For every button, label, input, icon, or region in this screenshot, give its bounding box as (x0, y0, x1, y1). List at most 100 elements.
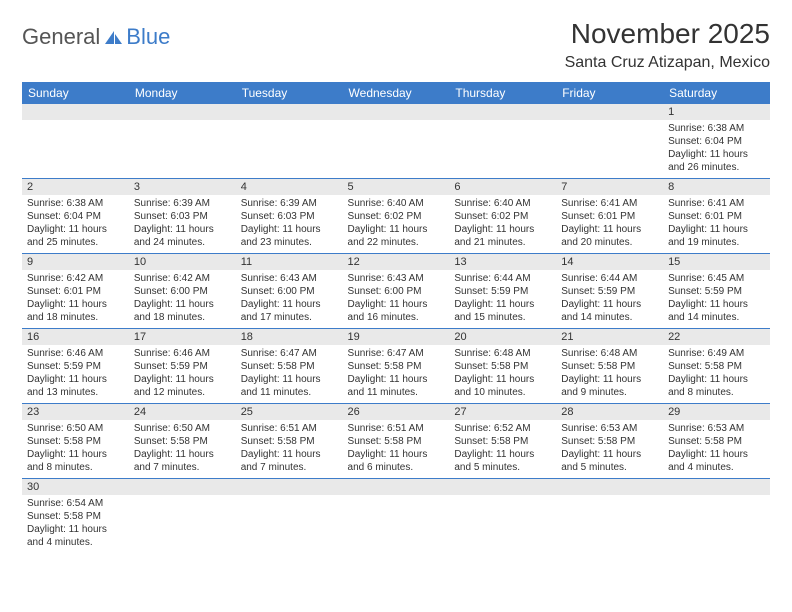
day-number (343, 479, 450, 495)
daylight-line: Daylight: 11 hours and 8 minutes. (668, 373, 765, 399)
day-number: 9 (22, 254, 129, 270)
calendar-week-row: 1Sunrise: 6:38 AMSunset: 6:04 PMDaylight… (22, 104, 770, 179)
day-number: 17 (129, 329, 236, 345)
day-details: Sunrise: 6:50 AMSunset: 5:58 PMDaylight:… (22, 420, 129, 478)
sunset-line: Sunset: 6:01 PM (27, 285, 124, 298)
sunrise-line: Sunrise: 6:51 AM (348, 422, 445, 435)
calendar-day-cell: 30 Sunrise: 6:54 AMSunset: 5:58 PMDayligh… (22, 479, 129, 554)
sunset-line: Sunset: 6:03 PM (241, 210, 338, 223)
sunrise-line: Sunrise: 6:39 AM (241, 197, 338, 210)
calendar-day-cell (449, 479, 556, 554)
day-details: Sunrise: 6:40 AMSunset: 6:02 PMDaylight:… (343, 195, 450, 253)
calendar-day-cell: 26 Sunrise: 6:51 AMSunset: 5:58 PMDayligh… (343, 404, 450, 479)
weekday-header: Saturday (663, 82, 770, 104)
calendar-day-cell: 16Sunrise: 6:46 AMSunset: 5:59 PMDayligh… (22, 329, 129, 404)
day-details: Sunrise: 6:39 AMSunset: 6:03 PMDaylight:… (236, 195, 343, 253)
weekday-header: Friday (556, 82, 663, 104)
calendar-day-cell: 4Sunrise: 6:39 AMSunset: 6:03 PMDaylight… (236, 179, 343, 254)
day-number: 22 (663, 329, 770, 345)
day-details: Sunrise: 6:43 AMSunset: 6:00 PMDaylight:… (343, 270, 450, 328)
daylight-line: Daylight: 11 hours and 12 minutes. (134, 373, 231, 399)
calendar-day-cell: 28Sunrise: 6:53 AMSunset: 5:58 PMDayligh… (556, 404, 663, 479)
sunrise-line: Sunrise: 6:39 AM (134, 197, 231, 210)
calendar-day-cell: 29Sunrise: 6:53 AMSunset: 5:58 PMDayligh… (663, 404, 770, 479)
sunset-line: Sunset: 5:58 PM (668, 360, 765, 373)
day-number: 11 (236, 254, 343, 270)
day-number (449, 479, 556, 495)
daylight-line: Daylight: 11 hours and 4 minutes. (668, 448, 765, 474)
sunset-line: Sunset: 5:59 PM (561, 285, 658, 298)
calendar-day-cell (129, 479, 236, 554)
sunrise-line: Sunrise: 6:49 AM (668, 347, 765, 360)
day-details: Sunrise: 6:41 AMSunset: 6:01 PMDaylight:… (556, 195, 663, 253)
sunrise-line: Sunrise: 6:40 AM (454, 197, 551, 210)
weekday-header: Sunday (22, 82, 129, 104)
day-details: Sunrise: 6:52 AMSunset: 5:58 PMDaylight:… (449, 420, 556, 478)
sunrise-line: Sunrise: 6:54 AM (27, 497, 124, 510)
day-number (449, 104, 556, 120)
sunset-line: Sunset: 5:58 PM (348, 435, 445, 448)
calendar-day-cell: 18Sunrise: 6:47 AMSunset: 5:58 PMDayligh… (236, 329, 343, 404)
day-details: Sunrise: 6:42 AMSunset: 6:01 PMDaylight:… (22, 270, 129, 328)
day-details: Sunrise: 6:47 AMSunset: 5:58 PMDaylight:… (343, 345, 450, 403)
day-number: 7 (556, 179, 663, 195)
daylight-line: Daylight: 11 hours and 25 minutes. (27, 223, 124, 249)
day-number: 30 (22, 479, 129, 495)
day-number (236, 479, 343, 495)
day-details: Sunrise: 6:49 AMSunset: 5:58 PMDaylight:… (663, 345, 770, 403)
calendar-day-cell: 22Sunrise: 6:49 AMSunset: 5:58 PMDayligh… (663, 329, 770, 404)
daylight-line: Daylight: 11 hours and 14 minutes. (668, 298, 765, 324)
day-number: 26 (343, 404, 450, 420)
calendar-day-cell (663, 479, 770, 554)
day-number: 5 (343, 179, 450, 195)
sunset-line: Sunset: 5:58 PM (27, 510, 124, 523)
daylight-line: Daylight: 11 hours and 4 minutes. (27, 523, 124, 549)
sunset-line: Sunset: 6:01 PM (561, 210, 658, 223)
calendar-day-cell: 6Sunrise: 6:40 AMSunset: 6:02 PMDaylight… (449, 179, 556, 254)
day-details: Sunrise: 6:45 AMSunset: 5:59 PMDaylight:… (663, 270, 770, 328)
daylight-line: Daylight: 11 hours and 23 minutes. (241, 223, 338, 249)
sunset-line: Sunset: 5:59 PM (668, 285, 765, 298)
calendar-day-cell: 17Sunrise: 6:46 AMSunset: 5:59 PMDayligh… (129, 329, 236, 404)
calendar-day-cell (22, 104, 129, 179)
sail-icon (100, 24, 125, 50)
sunset-line: Sunset: 5:58 PM (134, 435, 231, 448)
day-number (129, 479, 236, 495)
day-details: Sunrise: 6:44 AMSunset: 5:59 PMDaylight:… (449, 270, 556, 328)
month-title: November 2025 (565, 18, 770, 50)
sunset-line: Sunset: 5:58 PM (561, 435, 658, 448)
day-details: Sunrise: 6:44 AMSunset: 5:59 PMDaylight:… (556, 270, 663, 328)
sunrise-line: Sunrise: 6:44 AM (454, 272, 551, 285)
sunset-line: Sunset: 5:58 PM (668, 435, 765, 448)
calendar-day-cell: 19Sunrise: 6:47 AMSunset: 5:58 PMDayligh… (343, 329, 450, 404)
daylight-line: Daylight: 11 hours and 11 minutes. (348, 373, 445, 399)
calendar-day-cell (236, 104, 343, 179)
sunset-line: Sunset: 5:58 PM (348, 360, 445, 373)
calendar-day-cell (129, 104, 236, 179)
day-number: 6 (449, 179, 556, 195)
daylight-line: Daylight: 11 hours and 10 minutes. (454, 373, 551, 399)
daylight-line: Daylight: 11 hours and 6 minutes. (348, 448, 445, 474)
day-number (236, 104, 343, 120)
day-number (663, 479, 770, 495)
day-number: 25 (236, 404, 343, 420)
sunrise-line: Sunrise: 6:44 AM (561, 272, 658, 285)
day-details: Sunrise: 6:38 AMSunset: 6:04 PMDaylight:… (22, 195, 129, 253)
calendar-day-cell: 27Sunrise: 6:52 AMSunset: 5:58 PMDayligh… (449, 404, 556, 479)
sunset-line: Sunset: 6:04 PM (27, 210, 124, 223)
daylight-line: Daylight: 11 hours and 5 minutes. (454, 448, 551, 474)
day-details: Sunrise: 6:47 AMSunset: 5:58 PMDaylight:… (236, 345, 343, 403)
calendar-day-cell: 24Sunrise: 6:50 AMSunset: 5:58 PMDayligh… (129, 404, 236, 479)
calendar-day-cell: 13Sunrise: 6:44 AMSunset: 5:59 PMDayligh… (449, 254, 556, 329)
calendar-day-cell: 5Sunrise: 6:40 AMSunset: 6:02 PMDaylight… (343, 179, 450, 254)
calendar-day-cell: 8Sunrise: 6:41 AMSunset: 6:01 PMDaylight… (663, 179, 770, 254)
calendar-week-row: 2Sunrise: 6:38 AMSunset: 6:04 PMDaylight… (22, 179, 770, 254)
sunset-line: Sunset: 5:59 PM (134, 360, 231, 373)
daylight-line: Daylight: 11 hours and 13 minutes. (27, 373, 124, 399)
sunrise-line: Sunrise: 6:42 AM (27, 272, 124, 285)
sunrise-line: Sunrise: 6:48 AM (454, 347, 551, 360)
sunset-line: Sunset: 6:01 PM (668, 210, 765, 223)
calendar-week-row: 16Sunrise: 6:46 AMSunset: 5:59 PMDayligh… (22, 329, 770, 404)
sunrise-line: Sunrise: 6:45 AM (668, 272, 765, 285)
sunset-line: Sunset: 5:59 PM (454, 285, 551, 298)
